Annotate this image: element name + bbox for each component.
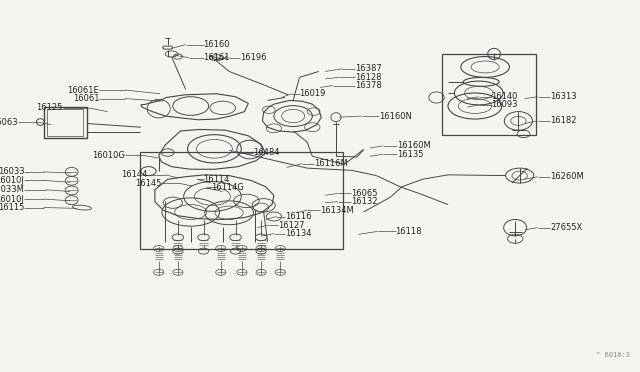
Bar: [44, 107, 87, 138]
Text: 16010G: 16010G: [92, 151, 125, 160]
Text: 16313: 16313: [550, 92, 577, 101]
Text: 16132: 16132: [351, 197, 377, 206]
Text: 16114G: 16114G: [211, 183, 244, 192]
Text: 16196: 16196: [240, 53, 266, 62]
Text: 16160N: 16160N: [379, 112, 412, 121]
Text: 16134M: 16134M: [320, 206, 354, 215]
Text: 16145: 16145: [135, 179, 161, 187]
Text: 16010J: 16010J: [0, 195, 24, 203]
Text: 16033: 16033: [0, 167, 24, 176]
Text: 16134: 16134: [285, 229, 311, 238]
Text: 16125: 16125: [36, 103, 63, 112]
Text: 16019: 16019: [300, 89, 326, 98]
Text: 16033M: 16033M: [0, 185, 24, 194]
Text: 16010J: 16010J: [0, 176, 24, 185]
Bar: [140, 152, 343, 249]
Text: 16144: 16144: [121, 170, 147, 179]
Text: 16116M: 16116M: [314, 159, 348, 168]
Text: 16114: 16114: [204, 175, 230, 184]
Bar: [47, 109, 83, 136]
Bar: [442, 54, 536, 135]
Text: 16127: 16127: [278, 221, 305, 230]
Text: 16116: 16116: [285, 212, 311, 221]
Text: 16378: 16378: [355, 81, 382, 90]
Text: 16061E: 16061E: [67, 86, 99, 94]
Text: 16093: 16093: [492, 100, 518, 109]
Text: 16065: 16065: [351, 189, 377, 198]
Text: 16161: 16161: [204, 53, 230, 62]
Text: 16061: 16061: [73, 94, 99, 103]
Text: 16484: 16484: [253, 148, 279, 157]
Text: 16118: 16118: [396, 227, 422, 236]
Text: 16128: 16128: [355, 73, 381, 82]
Text: 16140: 16140: [492, 92, 518, 101]
Text: 16115: 16115: [0, 203, 24, 212]
Text: 16182: 16182: [550, 116, 577, 125]
Text: 16135: 16135: [397, 150, 423, 159]
Text: 16160: 16160: [204, 40, 230, 49]
Text: 16160M: 16160M: [397, 141, 431, 150]
Text: 27655X: 27655X: [550, 223, 582, 232]
Text: 16063: 16063: [0, 118, 18, 126]
Text: ^ 6010:3: ^ 6010:3: [596, 352, 630, 358]
Text: 16260M: 16260M: [550, 172, 584, 181]
Text: 16387: 16387: [355, 64, 382, 73]
